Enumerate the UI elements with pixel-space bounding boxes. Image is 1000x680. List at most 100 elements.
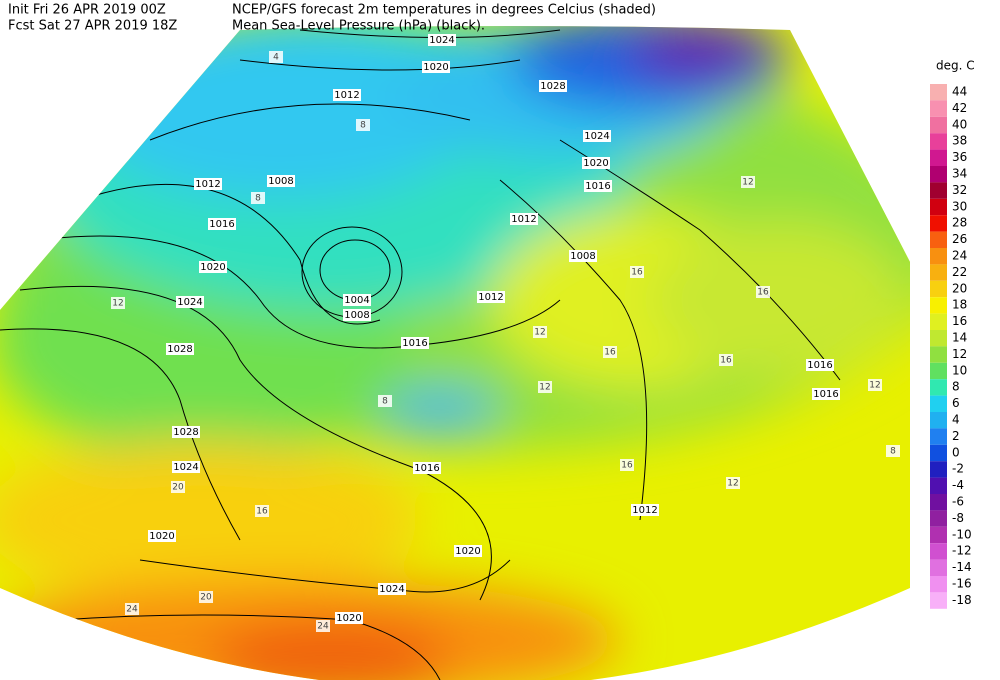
isobar-label: 1016 xyxy=(813,389,838,400)
isobar-label-box xyxy=(401,337,429,349)
legend-label: 32 xyxy=(952,183,967,197)
legend-label: 8 xyxy=(952,380,960,394)
temperature-label-box xyxy=(316,620,330,632)
legend-label: 4 xyxy=(952,413,960,427)
isobar-label-box xyxy=(208,218,236,230)
isobar-label-box xyxy=(477,291,505,303)
legend-swatch xyxy=(930,248,947,265)
temperature-label: 12 xyxy=(112,299,123,309)
isobar-label: 1012 xyxy=(632,505,657,516)
temperature-label: 8 xyxy=(382,397,388,407)
temperature-label-box xyxy=(378,395,392,407)
temperature-label: 8 xyxy=(360,121,366,131)
temperature-label-box xyxy=(356,119,370,131)
forecast-time: Fcst Sat 27 APR 2019 18Z xyxy=(8,19,177,34)
temperature-label: 24 xyxy=(126,605,138,615)
isobar-label: 1020 xyxy=(149,531,174,542)
legend-swatch xyxy=(930,379,947,396)
legend-swatch xyxy=(930,428,947,445)
legend-swatch xyxy=(930,362,947,380)
temperature-label-box xyxy=(269,51,283,63)
subtitle: Mean Sea-Level Pressure (hPa) (black). xyxy=(232,19,485,34)
temperature-label: 20 xyxy=(172,483,184,493)
temperature-label: 8 xyxy=(255,194,261,204)
isobar-label-box xyxy=(582,157,610,169)
temperature-label-box xyxy=(538,381,552,393)
legend-label: 16 xyxy=(952,314,967,328)
legend-label: 12 xyxy=(952,347,967,361)
isobar-label: 1008 xyxy=(570,251,595,262)
isobar-label-box xyxy=(172,461,200,473)
temperature-label: 16 xyxy=(631,268,643,278)
temperature-label-box xyxy=(726,477,740,489)
legend-swatch xyxy=(930,149,947,166)
legend-label: 10 xyxy=(952,363,967,377)
init-time: Init Fri 26 APR 2019 00Z xyxy=(8,3,166,18)
isobar-label: 1008 xyxy=(268,176,293,187)
legend-swatch xyxy=(930,198,947,216)
legend-label: -6 xyxy=(952,495,964,509)
legend-swatch xyxy=(930,444,947,462)
temperature-label-box xyxy=(171,481,185,493)
isobar-label: 1008 xyxy=(344,310,369,321)
legend-swatch xyxy=(930,576,947,593)
legend-label: -14 xyxy=(952,560,972,574)
legend-swatch xyxy=(930,166,947,183)
isobar-label-box xyxy=(413,462,441,474)
isobar-label: 1016 xyxy=(585,181,610,192)
map-area xyxy=(0,26,910,680)
temperature-label-box xyxy=(125,603,139,615)
legend-swatch xyxy=(930,412,947,429)
isobar-label-box xyxy=(166,343,194,355)
temperature-label-box xyxy=(620,459,634,471)
legend-swatch xyxy=(930,182,947,199)
isobar-label: 1024 xyxy=(177,297,202,308)
temperature-label-box xyxy=(868,379,882,391)
temperature-label-box xyxy=(886,445,900,457)
temperature-label-box xyxy=(199,591,213,603)
isobar-label: 1024 xyxy=(173,462,198,473)
legend-swatch xyxy=(930,477,947,494)
legend-swatch xyxy=(930,543,947,560)
isobars xyxy=(0,29,841,680)
isobar-label-box xyxy=(172,426,200,438)
isobar-label: 1020 xyxy=(583,158,608,169)
legend-swatch xyxy=(930,461,947,478)
temperature-label-box xyxy=(251,192,265,204)
isobar-label: 1024 xyxy=(379,584,404,595)
legend-label: -8 xyxy=(952,511,964,525)
isobar-label-box xyxy=(194,178,222,190)
temperature-label-box xyxy=(111,297,125,309)
title: NCEP/GFS forecast 2m temperatures in deg… xyxy=(232,3,656,18)
legend-label: -2 xyxy=(952,462,964,476)
legend-swatch xyxy=(930,84,947,101)
isobar-label-box xyxy=(631,504,659,516)
isobar-label-box xyxy=(569,250,597,262)
temperature-label: 24 xyxy=(317,622,329,632)
legend-swatch xyxy=(930,215,947,232)
legend-label: 36 xyxy=(952,150,967,164)
legend-swatch xyxy=(930,559,947,576)
isobar-label-box xyxy=(812,388,840,400)
legend-label: -10 xyxy=(952,527,972,541)
legend-swatch xyxy=(930,264,947,281)
temperature-label-box xyxy=(603,346,617,358)
temperature-label: 16 xyxy=(604,348,616,358)
isobar-label: 1016 xyxy=(414,463,439,474)
isobar-label: 1016 xyxy=(807,360,832,371)
legend-swatch xyxy=(930,100,947,117)
temperature-label-box xyxy=(630,266,644,278)
isobar-label: 1020 xyxy=(423,62,448,73)
isobar-label-box xyxy=(335,612,363,624)
isobar-label: 1028 xyxy=(167,344,192,355)
temperature-label: 4 xyxy=(273,53,279,63)
legend-swatch xyxy=(930,494,947,511)
isobar-label-box xyxy=(378,583,406,595)
temperature-label: 16 xyxy=(621,461,633,471)
isobar-label: 1020 xyxy=(200,262,225,273)
isobar-label-box xyxy=(583,130,611,142)
legend-swatch xyxy=(930,313,947,330)
legend-swatch xyxy=(930,280,947,298)
isobar-label-box xyxy=(510,213,538,225)
legend-label: 2 xyxy=(952,429,960,443)
